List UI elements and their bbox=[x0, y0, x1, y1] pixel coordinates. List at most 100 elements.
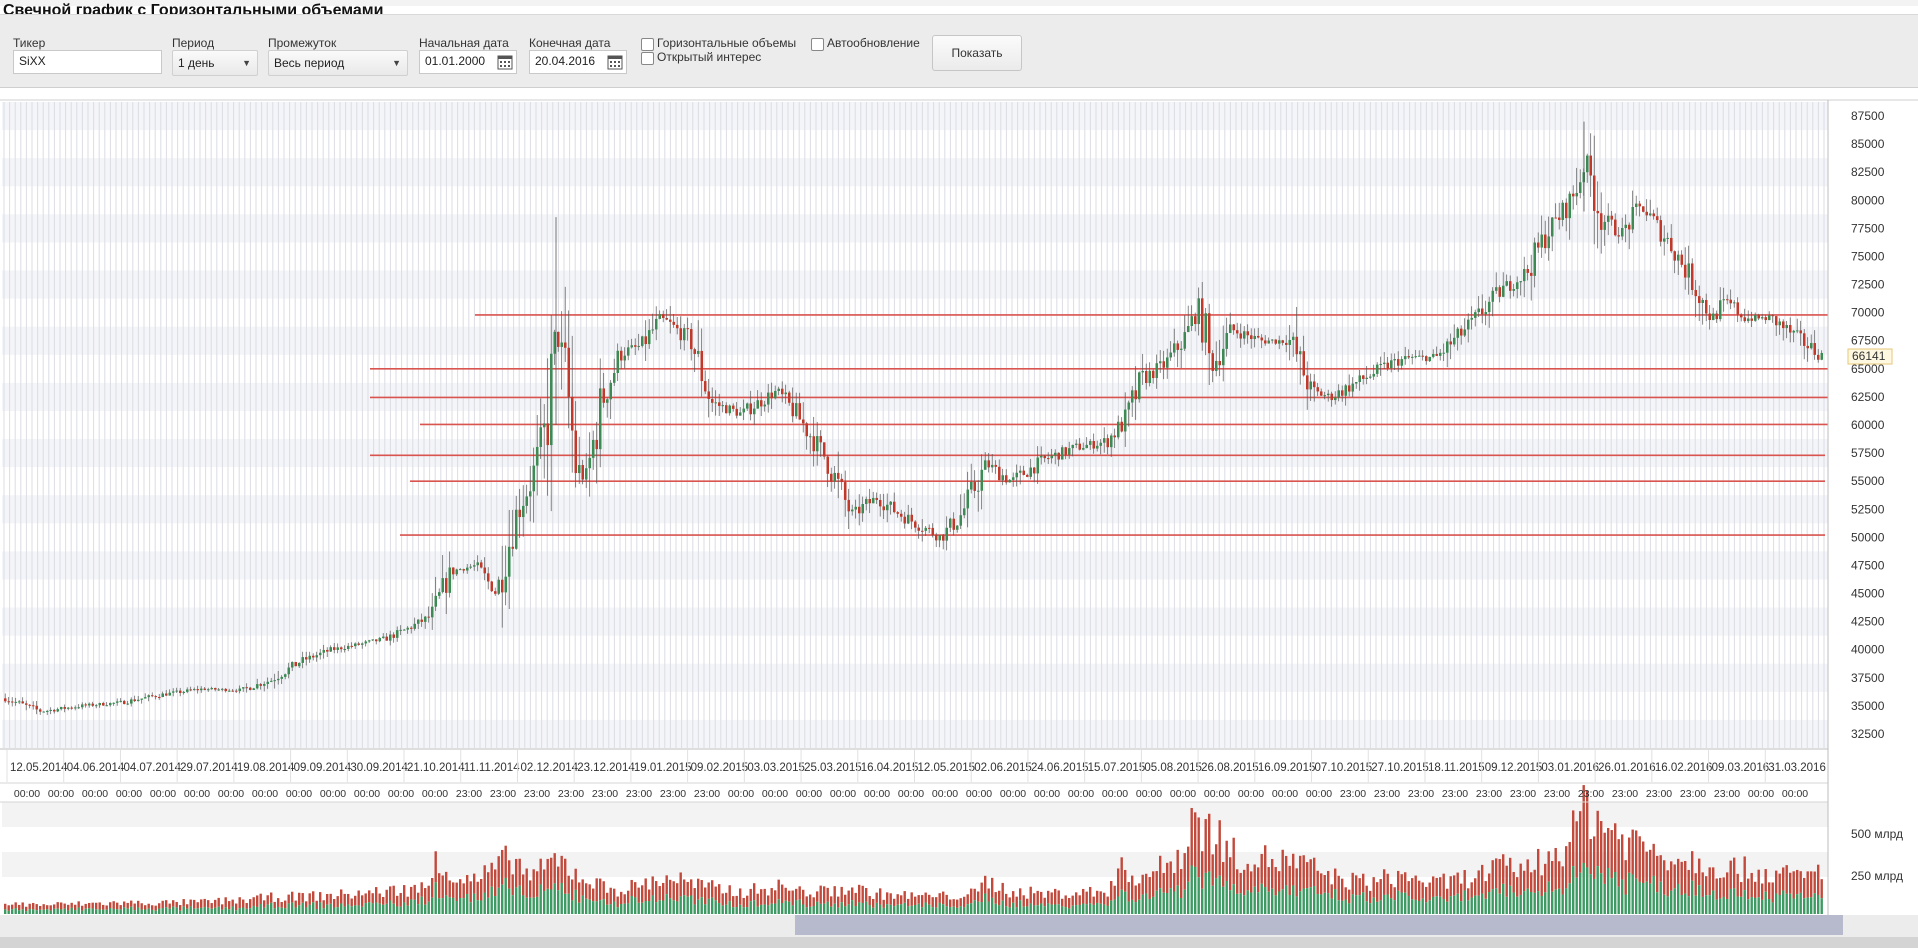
calendar-icon[interactable] bbox=[496, 53, 514, 71]
start-date-input[interactable]: 01.01.2000 bbox=[419, 50, 517, 74]
volume-bar-sell bbox=[165, 900, 168, 908]
navigator[interactable] bbox=[0, 915, 1918, 948]
x-time-label: 00:00 bbox=[966, 788, 992, 800]
candle-body bbox=[1600, 213, 1603, 230]
volume-bar-sell bbox=[511, 874, 514, 896]
candle-body bbox=[1512, 289, 1515, 291]
volume-bar-buy bbox=[1316, 894, 1319, 914]
volume-bar-sell bbox=[84, 903, 87, 909]
volume-bar-buy bbox=[1425, 902, 1428, 914]
candle-body bbox=[1162, 361, 1165, 368]
candle-body bbox=[1789, 325, 1792, 333]
volume-bar-sell bbox=[476, 881, 479, 901]
volume-bar-sell bbox=[819, 885, 822, 904]
candle-body bbox=[459, 569, 462, 571]
candle-body bbox=[1561, 202, 1564, 220]
volume-bar-sell bbox=[564, 858, 567, 894]
horizontal-volumes-checkbox[interactable] bbox=[641, 38, 654, 51]
x-date-label: 19.01.2015 bbox=[634, 762, 692, 774]
candle-body bbox=[249, 687, 252, 690]
ticker-input[interactable]: SiXX bbox=[13, 50, 162, 74]
candle-body bbox=[900, 513, 903, 517]
volume-bar-buy bbox=[1358, 895, 1361, 914]
x-time-label: 23:00 bbox=[1476, 788, 1502, 800]
volume-bar-sell bbox=[1631, 829, 1634, 875]
volume-bar-buy bbox=[1740, 896, 1743, 914]
volume-bar-buy bbox=[1292, 885, 1295, 914]
autoupdate-checkbox[interactable] bbox=[811, 38, 824, 51]
volume-bar-sell bbox=[193, 899, 196, 909]
volume-bar-buy bbox=[81, 910, 84, 914]
volume-bar-sell bbox=[728, 885, 731, 902]
volume-bar-buy bbox=[105, 909, 108, 914]
volume-bar-sell bbox=[312, 891, 315, 903]
x-time-label: 23:00 bbox=[1578, 788, 1604, 800]
open-interest-checkbox[interactable] bbox=[641, 52, 654, 65]
volume-bar-sell bbox=[732, 896, 735, 908]
volume-bar-buy bbox=[536, 896, 539, 914]
volume-bar-sell bbox=[60, 902, 63, 910]
candle-body bbox=[1274, 339, 1277, 344]
volume-bar-buy bbox=[1372, 897, 1375, 914]
candle-body bbox=[550, 353, 553, 446]
x-time-label: 00:00 bbox=[1204, 788, 1230, 800]
volume-bar-buy bbox=[273, 908, 276, 914]
volume-bar-buy bbox=[1194, 866, 1197, 914]
candle-body bbox=[1715, 313, 1718, 320]
volume-bar-sell bbox=[32, 902, 35, 910]
volume-bar-sell bbox=[340, 889, 343, 904]
volume-bar-sell bbox=[620, 891, 623, 904]
candle-body bbox=[1645, 211, 1648, 216]
calendar-icon[interactable] bbox=[606, 53, 624, 71]
volume-bar-sell bbox=[749, 888, 752, 902]
volume-bar-sell bbox=[168, 903, 171, 909]
candle-body bbox=[879, 499, 882, 507]
candle-body bbox=[375, 639, 378, 642]
volume-bar-buy bbox=[522, 895, 525, 914]
volume-bar-sell bbox=[1047, 890, 1050, 904]
volume-bar-sell bbox=[74, 904, 77, 911]
volume-bar-buy bbox=[1288, 895, 1291, 914]
volume-bar-buy bbox=[662, 900, 665, 914]
volume-bar-buy bbox=[410, 899, 413, 914]
volume-bar-sell bbox=[1593, 836, 1596, 879]
volume-bar-buy bbox=[1764, 891, 1767, 914]
period-select[interactable]: 1 день ▼ bbox=[172, 50, 258, 76]
candle-body bbox=[1330, 393, 1333, 401]
volume-bar-buy bbox=[581, 895, 584, 914]
volume-bar-sell bbox=[301, 893, 304, 903]
candle-body bbox=[840, 478, 843, 483]
candle-body bbox=[518, 509, 521, 518]
grid-band bbox=[2, 719, 1828, 748]
volume-bar-sell bbox=[837, 896, 840, 908]
range-select[interactable]: Весь период ▼ bbox=[268, 50, 408, 76]
show-button[interactable]: Показать bbox=[932, 35, 1022, 71]
volume-bar-buy bbox=[641, 902, 644, 914]
candle-body bbox=[1442, 352, 1445, 354]
volume-bar-buy bbox=[858, 902, 861, 914]
volume-bar-buy bbox=[1750, 897, 1753, 914]
volume-bar-sell bbox=[245, 902, 248, 909]
volume-bar-buy bbox=[1120, 889, 1123, 914]
volume-bar-buy bbox=[725, 904, 728, 914]
volume-bar-sell bbox=[1652, 843, 1655, 876]
volume-bar-buy bbox=[1551, 891, 1554, 914]
volume-bar-sell bbox=[249, 899, 252, 909]
candle-body bbox=[1449, 341, 1452, 345]
x-date-label: 16.02.2016 bbox=[1655, 762, 1713, 774]
volume-bar-buy bbox=[301, 902, 304, 914]
candle-body bbox=[245, 687, 248, 689]
volume-bar-sell bbox=[1771, 882, 1774, 903]
volume-bar-sell bbox=[1222, 862, 1225, 887]
x-date-label: 12.05.2015 bbox=[918, 762, 976, 774]
volume-bar-sell bbox=[1698, 858, 1701, 886]
volume-bar-sell bbox=[266, 895, 269, 905]
x-time-label: 23:00 bbox=[660, 788, 686, 800]
volume-bar-sell bbox=[581, 879, 584, 896]
volume-bar-sell bbox=[112, 901, 115, 909]
volume-bar-buy bbox=[1078, 904, 1081, 914]
end-date-input[interactable]: 20.04.2016 bbox=[529, 50, 627, 74]
y-tick-label: 65000 bbox=[1851, 362, 1885, 376]
volume-bar-sell bbox=[1218, 820, 1221, 876]
volume-bar-buy bbox=[1299, 891, 1302, 914]
